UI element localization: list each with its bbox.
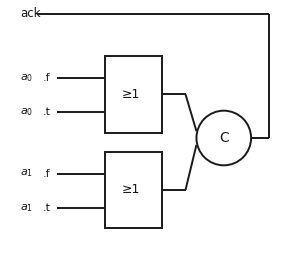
Text: .t: .t <box>43 203 51 213</box>
Text: ≥1: ≥1 <box>122 88 140 101</box>
Text: .f: .f <box>43 73 50 83</box>
Text: $a_0$: $a_0$ <box>20 72 33 84</box>
Bar <box>105 152 162 228</box>
Text: ≥1: ≥1 <box>122 184 140 197</box>
Circle shape <box>196 111 251 165</box>
Text: .f: .f <box>43 169 50 179</box>
Text: ack: ack <box>20 7 41 20</box>
Text: $a_1$: $a_1$ <box>20 168 33 179</box>
Text: C: C <box>219 131 229 145</box>
Text: .t: .t <box>43 107 51 117</box>
Text: $a_0$: $a_0$ <box>20 106 33 118</box>
Text: $a_1$: $a_1$ <box>20 202 33 214</box>
Bar <box>105 56 162 132</box>
